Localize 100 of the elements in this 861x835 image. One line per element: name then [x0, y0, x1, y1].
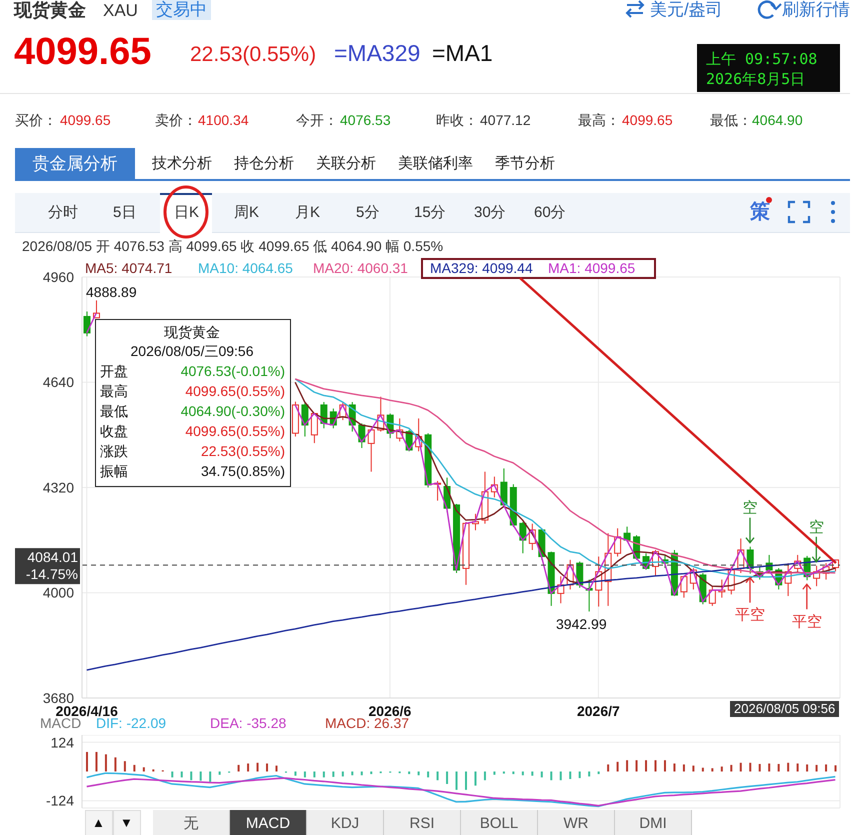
- bar: [578, 772, 581, 778]
- bar: [758, 764, 761, 772]
- text: MA10: 4064.65: [198, 259, 293, 277]
- text: 5日: [113, 204, 136, 222]
- candlestick: [624, 526, 631, 542]
- bar: [209, 772, 212, 782]
- text: 4099.65: [60, 112, 111, 129]
- line-series: [86, 772, 836, 808]
- bar: [588, 772, 590, 776]
- bar: [190, 772, 192, 780]
- text: 昨收：: [436, 112, 478, 129]
- candlestick: [368, 428, 375, 472]
- candlestick: [708, 586, 716, 606]
- text: 今开：: [296, 112, 338, 129]
- text: 上午 09:57:08: [706, 50, 818, 68]
- text: =MA329: [334, 40, 420, 68]
- bar: [218, 772, 221, 775]
- bar: [446, 772, 448, 784]
- text: 4099.65: [14, 30, 152, 75]
- bar: [304, 772, 306, 778]
- text: WR: [564, 815, 588, 832]
- bar: [664, 760, 666, 772]
- bar: [484, 772, 486, 780]
- text: 4099.65: [622, 112, 673, 129]
- annotation: 开盘: [100, 363, 128, 380]
- bar: [474, 772, 476, 786]
- bar: [360, 772, 363, 776]
- text: ▲: [92, 815, 105, 831]
- annotation: 空: [742, 500, 758, 517]
- bar: [313, 772, 316, 778]
- bar: [636, 760, 638, 772]
- bar: [276, 766, 278, 772]
- bar: [86, 752, 88, 772]
- text: RSI: [409, 815, 434, 832]
- bar: [531, 772, 534, 776]
- chart-title: 现货黄金: [14, 0, 86, 22]
- bar: [133, 764, 136, 772]
- bar: [256, 762, 259, 772]
- bar: [626, 760, 628, 772]
- annotation: 平空: [734, 606, 765, 624]
- text: 4077.12: [480, 112, 531, 129]
- bar: [816, 764, 818, 772]
- text: 美元/盎司: [650, 0, 723, 20]
- bar: [550, 772, 552, 780]
- bar: [322, 772, 325, 778]
- bar: [247, 763, 250, 772]
- bar: [645, 760, 648, 772]
- y-tick-label: 124: [50, 734, 74, 750]
- bar: [682, 764, 685, 772]
- text: 日K: [174, 204, 200, 222]
- text: KDJ: [330, 815, 360, 832]
- bar: [408, 772, 410, 774]
- bar: [332, 772, 334, 777]
- text: 5分: [356, 204, 380, 222]
- bar: [825, 764, 828, 772]
- bar: [104, 754, 107, 772]
- annotation: 最高: [100, 383, 128, 400]
- text: 策: [750, 200, 770, 224]
- bar: [124, 761, 126, 772]
- bar: [427, 772, 430, 778]
- bar: [692, 766, 694, 772]
- text: MA1: 4099.65: [548, 259, 636, 277]
- bar: [834, 765, 837, 772]
- text: 买价：: [15, 112, 57, 129]
- bar: [768, 763, 770, 772]
- text: 4100.34: [198, 112, 249, 129]
- y-tick-label: -124: [46, 792, 74, 809]
- text: BOLL: [480, 815, 518, 832]
- bar: [730, 764, 732, 772]
- annotation: 最低: [100, 403, 128, 420]
- text: 22.53(0.55%): [190, 42, 316, 68]
- bar: [351, 772, 354, 776]
- bar: [702, 768, 704, 772]
- text: 2026年8月5日: [706, 70, 806, 88]
- bar: [456, 772, 458, 790]
- text: 刷新行情: [782, 0, 850, 20]
- bar: [749, 762, 752, 772]
- text: 2026/08/05 09:56: [730, 701, 840, 717]
- text: 技术分析: [152, 155, 212, 173]
- bar: [607, 764, 610, 772]
- bar: [171, 772, 174, 778]
- y-tick-label: 4960: [42, 268, 74, 285]
- text: 最高：: [578, 112, 620, 129]
- bar: [200, 772, 202, 781]
- text: 美联储利率: [398, 155, 473, 173]
- bar: [418, 772, 420, 776]
- bar: [180, 772, 183, 778]
- bar: [512, 772, 514, 774]
- bar: [540, 772, 543, 778]
- bar: [370, 772, 372, 774]
- text: 持仓分析: [234, 155, 294, 173]
- annotation: 空: [808, 518, 824, 536]
- bar: [114, 757, 116, 772]
- annotation: 3942.99: [556, 616, 607, 633]
- text: DMI: [639, 815, 667, 832]
- text: 60分: [534, 204, 566, 222]
- text: XAU: [103, 1, 138, 22]
- text: 30分: [474, 204, 506, 222]
- text: 4076.53: [340, 112, 391, 129]
- text: 月K: [295, 204, 320, 222]
